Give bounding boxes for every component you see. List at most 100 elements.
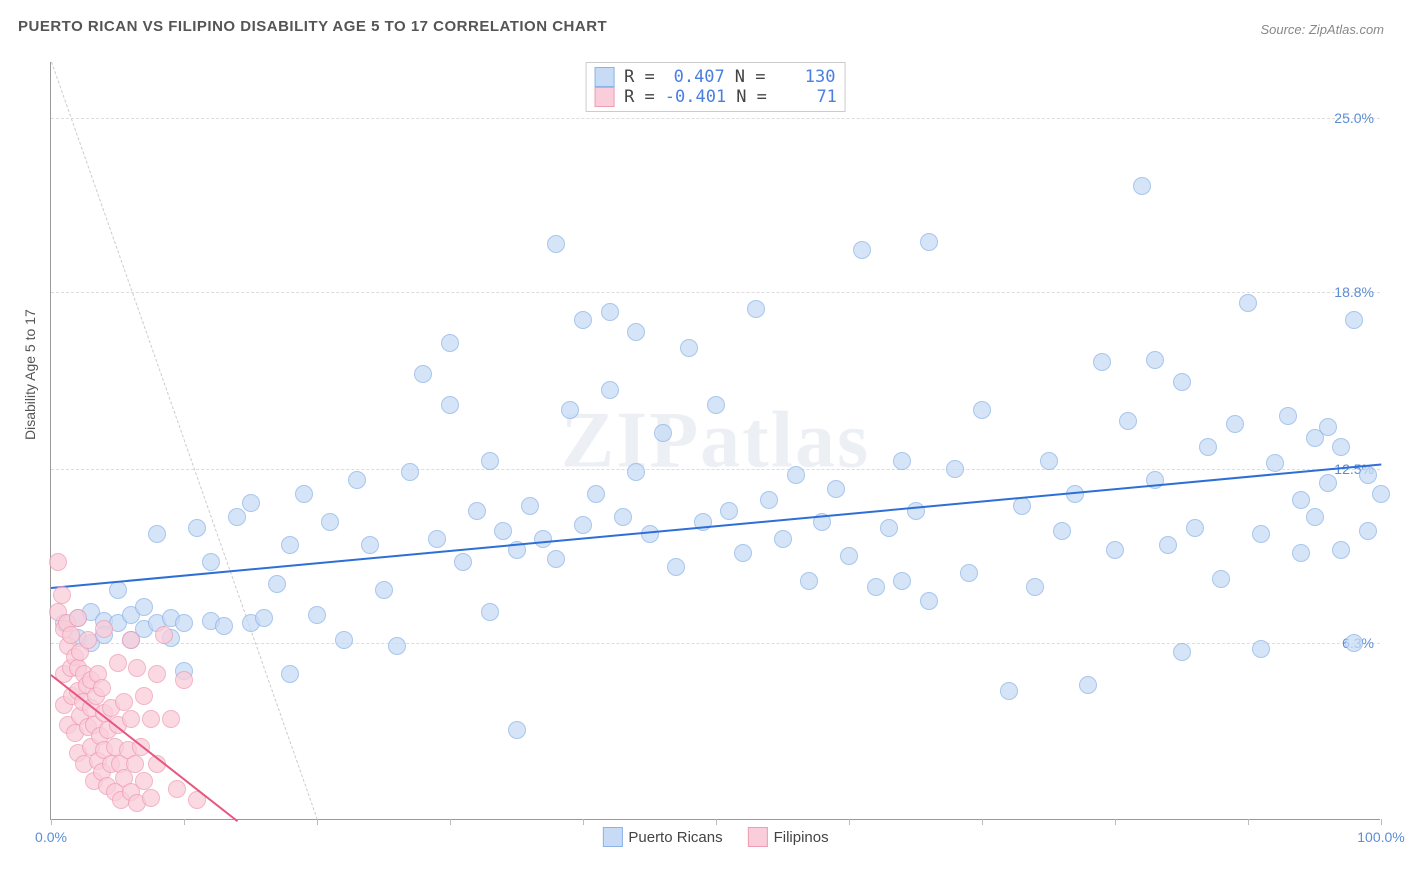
scatter-point xyxy=(321,513,339,531)
scatter-point xyxy=(494,522,512,540)
stat-n-label: N = xyxy=(735,67,766,87)
scatter-point xyxy=(135,598,153,616)
scatter-point xyxy=(760,491,778,509)
scatter-point xyxy=(1279,407,1297,425)
scatter-point xyxy=(893,572,911,590)
stat-r-label: R = xyxy=(624,87,655,107)
x-tick xyxy=(583,819,584,825)
stat-n-label: N = xyxy=(736,87,767,107)
x-tick xyxy=(1248,819,1249,825)
y-tick-label: 25.0% xyxy=(1334,110,1374,126)
scatter-point xyxy=(281,536,299,554)
legend-label: Puerto Ricans xyxy=(628,829,722,846)
scatter-point xyxy=(481,452,499,470)
scatter-point xyxy=(774,530,792,548)
scatter-point xyxy=(242,494,260,512)
scatter-point xyxy=(281,665,299,683)
x-tick xyxy=(982,819,983,825)
scatter-point xyxy=(202,553,220,571)
scatter-point xyxy=(853,241,871,259)
scatter-point xyxy=(1173,373,1191,391)
scatter-point xyxy=(601,381,619,399)
legend-item: Filipinos xyxy=(748,827,829,847)
scatter-point xyxy=(707,396,725,414)
scatter-point xyxy=(907,502,925,520)
scatter-point xyxy=(840,547,858,565)
scatter-point xyxy=(361,536,379,554)
legend-item: Puerto Ricans xyxy=(602,827,722,847)
plot-area: ZIPatlas R =0.407N =130R =-0.401N =71 Pu… xyxy=(50,62,1380,820)
scatter-point xyxy=(1252,640,1270,658)
scatter-point xyxy=(481,603,499,621)
scatter-point xyxy=(1359,522,1377,540)
scatter-point xyxy=(135,687,153,705)
x-tick xyxy=(184,819,185,825)
scatter-point xyxy=(920,592,938,610)
scatter-point xyxy=(1053,522,1071,540)
y-tick-label: 18.8% xyxy=(1334,284,1374,300)
scatter-point xyxy=(1186,519,1204,537)
scatter-point xyxy=(142,789,160,807)
scatter-point xyxy=(109,654,127,672)
legend-swatch xyxy=(594,87,614,107)
x-tick-label: 100.0% xyxy=(1357,829,1404,845)
x-tick xyxy=(849,819,850,825)
scatter-point xyxy=(534,530,552,548)
scatter-point xyxy=(1319,418,1337,436)
scatter-point xyxy=(175,671,193,689)
scatter-point xyxy=(1345,311,1363,329)
scatter-point xyxy=(215,617,233,635)
scatter-point xyxy=(148,525,166,543)
scatter-point xyxy=(155,626,173,644)
scatter-point xyxy=(1000,682,1018,700)
scatter-point xyxy=(521,497,539,515)
trend-line xyxy=(51,463,1381,589)
legend-bottom: Puerto Ricans Filipinos xyxy=(602,827,828,847)
scatter-point xyxy=(1345,634,1363,652)
scatter-point xyxy=(428,530,446,548)
scatter-point xyxy=(122,631,140,649)
scatter-point xyxy=(135,772,153,790)
scatter-point xyxy=(627,463,645,481)
scatter-point xyxy=(547,235,565,253)
stat-n-value: 71 xyxy=(777,87,837,107)
stat-n-value: 130 xyxy=(776,67,836,87)
scatter-point xyxy=(255,609,273,627)
scatter-point xyxy=(468,502,486,520)
scatter-point xyxy=(1292,491,1310,509)
scatter-point xyxy=(734,544,752,562)
gridline-h xyxy=(51,469,1380,470)
scatter-point xyxy=(867,578,885,596)
chart-container: PUERTO RICAN VS FILIPINO DISABILITY AGE … xyxy=(0,0,1406,892)
scatter-point xyxy=(168,780,186,798)
scatter-point xyxy=(128,659,146,677)
scatter-point xyxy=(308,606,326,624)
scatter-point xyxy=(1319,474,1337,492)
stat-r-label: R = xyxy=(624,67,655,87)
scatter-point xyxy=(787,466,805,484)
scatter-point xyxy=(800,572,818,590)
scatter-point xyxy=(508,721,526,739)
scatter-point xyxy=(1306,508,1324,526)
source-label: Source: ZipAtlas.com xyxy=(1260,22,1384,37)
scatter-point xyxy=(1266,454,1284,472)
scatter-point xyxy=(1332,541,1350,559)
x-tick xyxy=(450,819,451,825)
scatter-point xyxy=(1226,415,1244,433)
scatter-point xyxy=(561,401,579,419)
scatter-point xyxy=(587,485,605,503)
scatter-point xyxy=(49,553,67,571)
scatter-point xyxy=(960,564,978,582)
scatter-point xyxy=(1159,536,1177,554)
scatter-point xyxy=(547,550,565,568)
scatter-point xyxy=(601,303,619,321)
scatter-point xyxy=(79,631,97,649)
scatter-point xyxy=(375,581,393,599)
scatter-point xyxy=(109,581,127,599)
scatter-point xyxy=(1239,294,1257,312)
scatter-point xyxy=(747,300,765,318)
scatter-point xyxy=(441,334,459,352)
scatter-point xyxy=(1133,177,1151,195)
scatter-point xyxy=(574,311,592,329)
x-tick xyxy=(1115,819,1116,825)
